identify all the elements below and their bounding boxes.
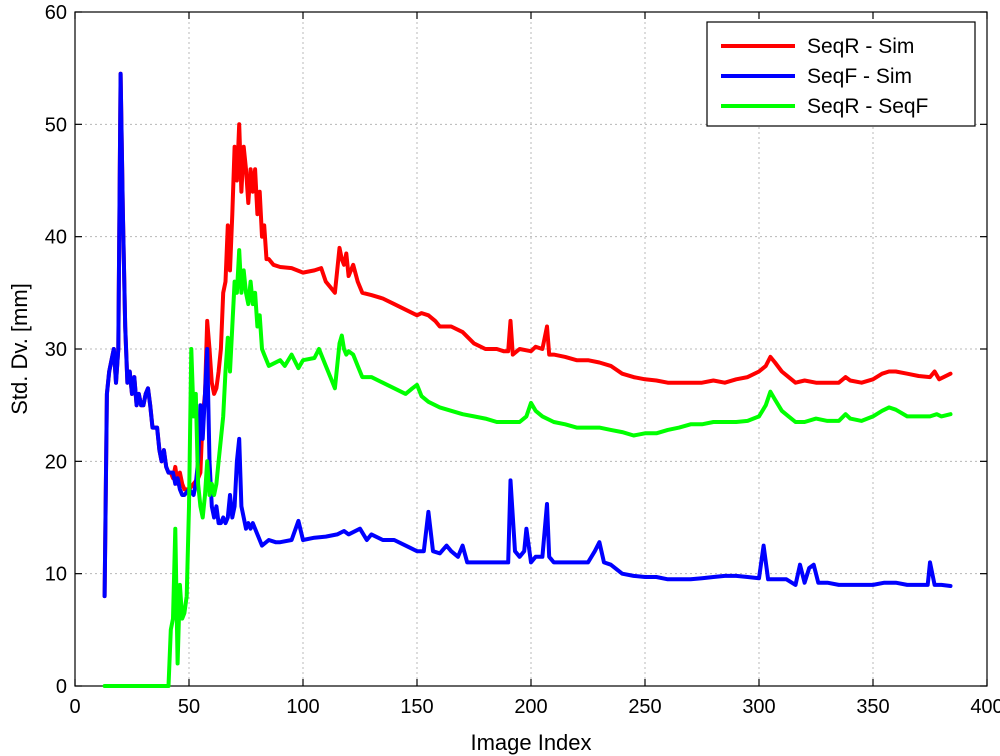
tick-labels: 0 50 100 150 200 250 300 350 400 0 10 20 30 40 50 60	[45, 2, 1000, 718]
series-lines	[102, 71, 953, 688]
x-tick-label: 400	[970, 696, 1000, 718]
axis-ticks	[74, 11, 988, 687]
legend-label-1: SeqR - Sim	[807, 35, 914, 58]
x-tick-label: 350	[856, 696, 889, 718]
legend: SeqR - Sim SeqF - Sim SeqR - SeqF	[706, 21, 976, 127]
y-tick-label: 50	[45, 114, 67, 136]
y-tick-label: 40	[45, 227, 67, 249]
y-tick-label: 10	[45, 564, 67, 586]
y-axis-title: Std. Dv. [mm]	[7, 283, 32, 415]
x-axis-title: Image Index	[470, 730, 591, 755]
legend-label-3: SeqR - SeqF	[807, 95, 928, 118]
x-tick-label: 150	[400, 696, 433, 718]
y-tick-label: 0	[56, 676, 67, 698]
y-tick-label: 20	[45, 451, 67, 473]
x-tick-label: 250	[628, 696, 661, 718]
x-tick-label: 300	[742, 696, 775, 718]
x-tick-label: 200	[514, 696, 547, 718]
x-tick-label: 100	[286, 696, 319, 718]
y-tick-label: 60	[45, 2, 67, 24]
series-line-2	[102, 71, 953, 599]
series-line-3	[102, 248, 953, 688]
x-tick-label: 0	[69, 696, 80, 718]
x-tick-label: 50	[178, 696, 200, 718]
y-tick-label: 30	[45, 339, 67, 361]
legend-label-2: SeqF - Sim	[807, 65, 912, 88]
